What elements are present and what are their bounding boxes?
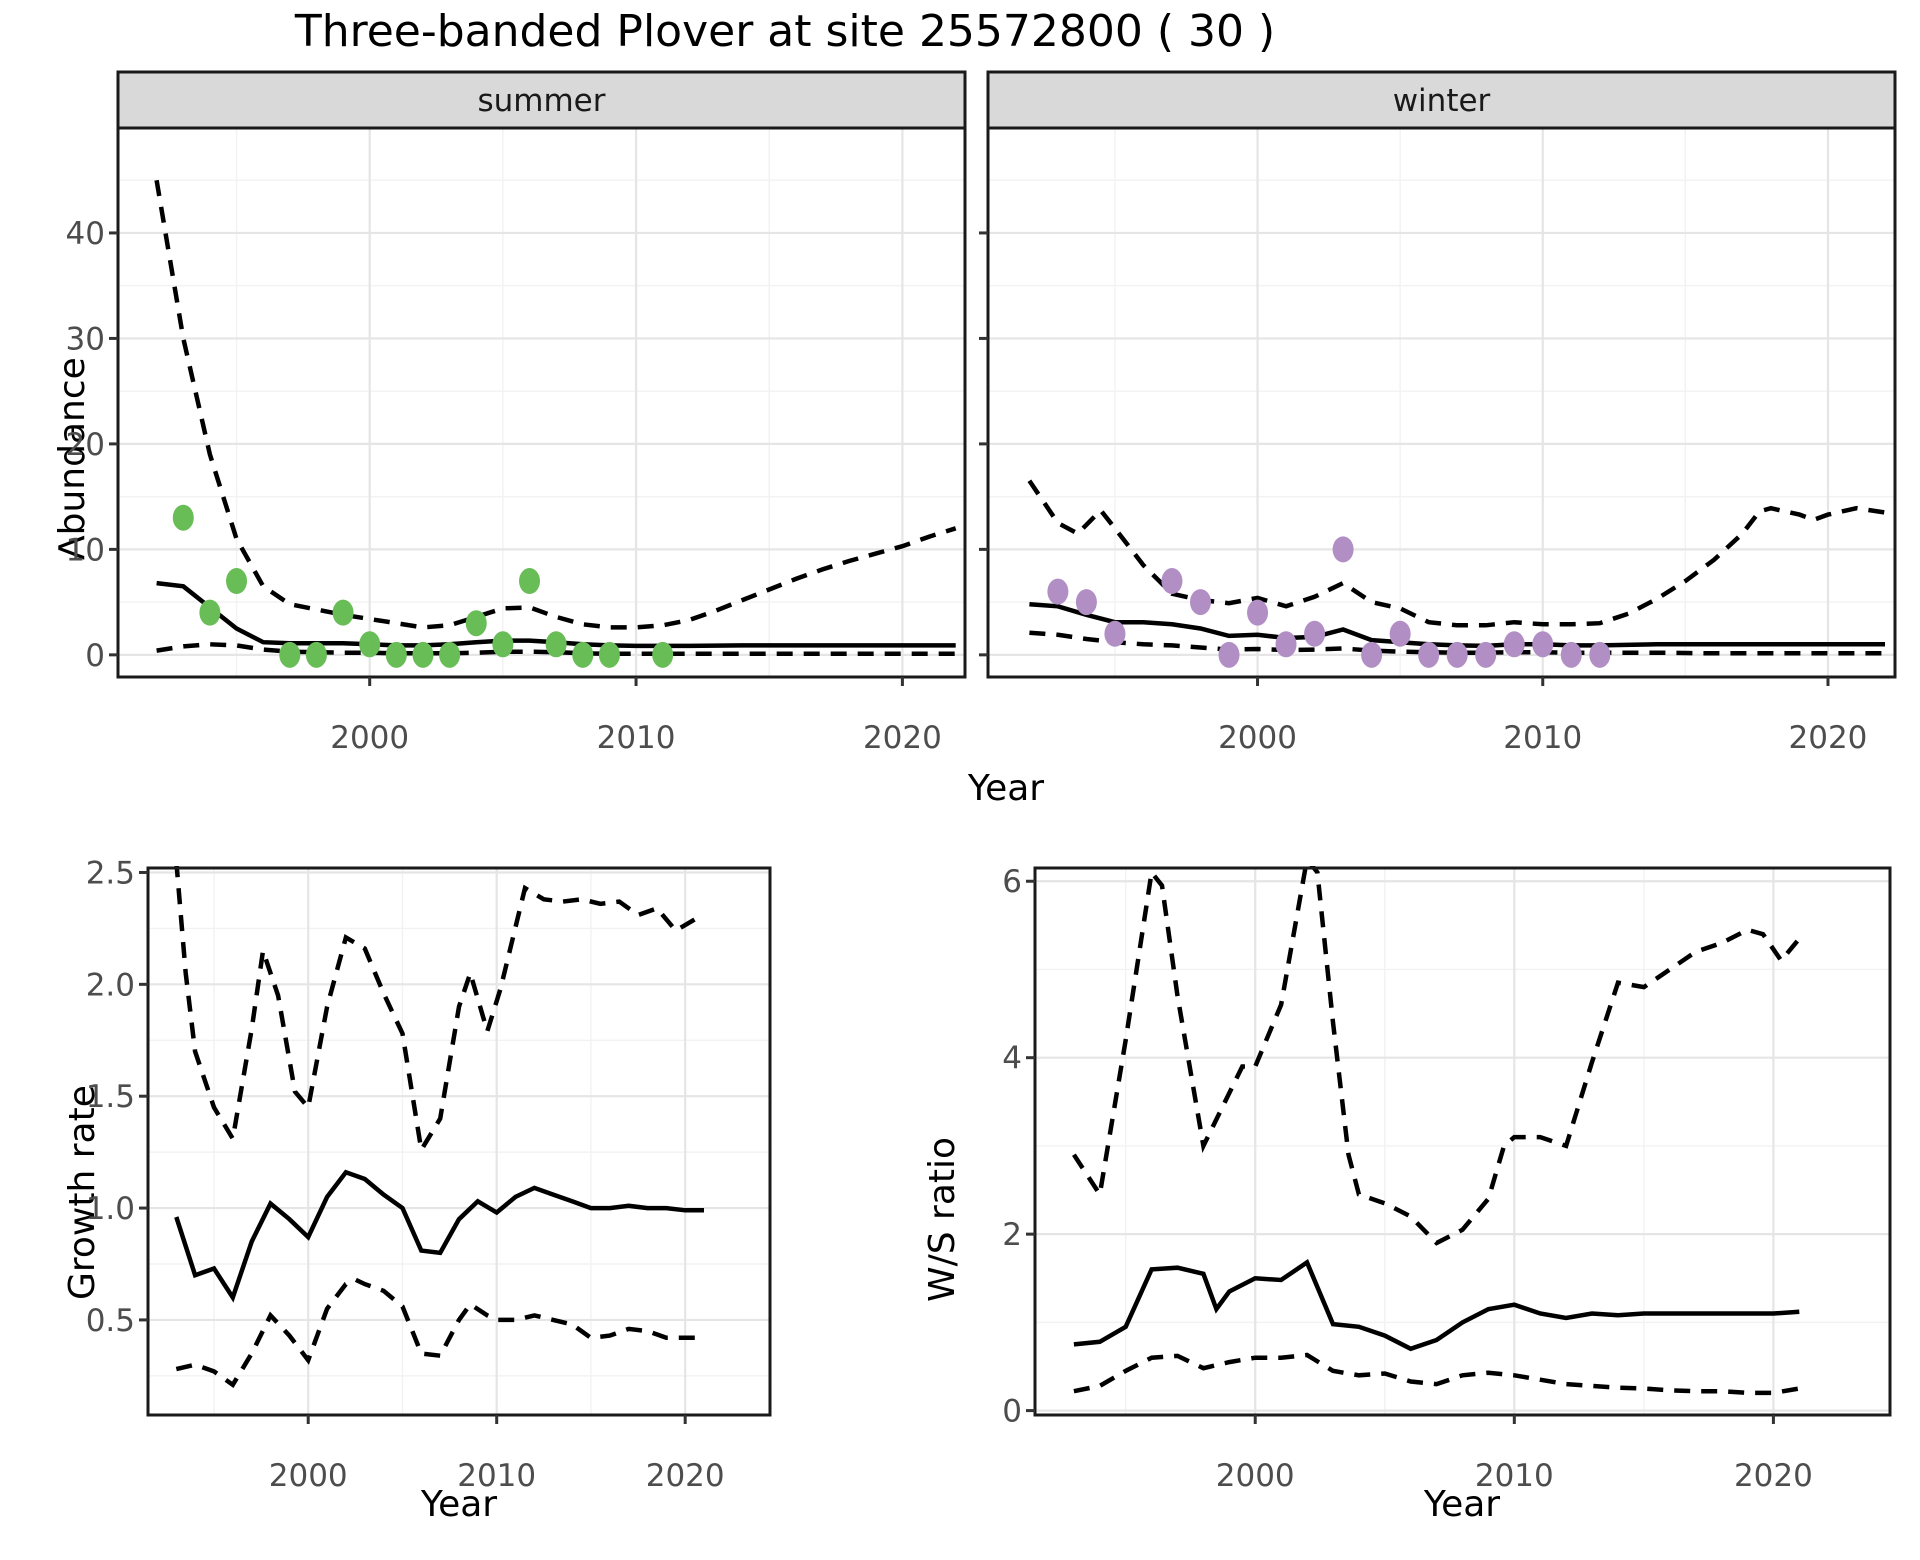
summer-y-tick-label: 30 [66,321,105,357]
summer-y-tick-label: 40 [66,216,105,252]
summer-observed-point [412,641,434,668]
winter-observed-point [1189,589,1211,616]
summer-y-tick-label: 10 [66,532,105,568]
growth_rate-y-tick-label: 1.0 [86,1191,135,1227]
winter-ci-upper-line [1027,479,1886,628]
growth_rate-y-tick-label: 0.5 [86,1303,135,1339]
ws_ratio-panel-border [1033,866,1892,1417]
winter-observed-point [1218,641,1240,668]
summer-observed-point [385,641,407,668]
winter-observed-point [1361,641,1383,668]
winter-observed-point [1332,536,1354,563]
summer-observed-point [519,568,541,595]
summer-facet-strip [116,70,967,130]
growth_rate-x-tick-label: 2020 [646,1458,725,1494]
year-axis-title-top: Year [967,768,1045,809]
summer-observed-point [332,599,354,626]
winter-observed-point [1247,599,1269,626]
summer-observed-point [492,631,514,658]
summer-observed-point [439,641,461,668]
winter-observed-point [1275,631,1297,658]
year-axis-title-growth: Year [420,1484,498,1525]
growth_rate-y-tick-label: 2.5 [86,855,135,891]
winter-observed-point [1047,578,1069,605]
growth_rate-y-tick-label: 1.5 [86,1079,135,1115]
summer-panel-background [118,128,965,677]
ws_ratio-x-tick-label: 2010 [1475,1458,1554,1494]
growth_rate-panel-background [148,868,770,1415]
winter-panel-background [988,128,1895,677]
winter-observed-point [1503,631,1525,658]
winter-observed-point [1304,620,1326,647]
winter-x-tick-label: 2020 [1789,720,1868,756]
summer-observed-point [465,610,487,637]
winter-observed-point [1475,641,1497,668]
winter-observed-point [1389,620,1411,647]
ws_ratio-panel-background [1035,868,1890,1415]
figure-title: Three-banded Plover at site 25572800 ( 3… [294,6,1276,57]
winter-observed-point [1589,641,1611,668]
growth_rate-trend-line [174,1169,704,1303]
winter-trend-line [1029,601,1885,649]
winter-observed-point [1446,641,1468,668]
summer-observed-point [226,568,248,595]
summer-y-tick-label: 20 [66,427,105,463]
summer-observed-point [572,641,594,668]
ws_ratio-x-tick-label: 2020 [1734,1458,1813,1494]
summer-observed-point [545,631,567,658]
summer-observed-point [652,641,674,668]
winter-facet-strip [986,70,1897,130]
winter-ci-lower-line [1029,630,1885,656]
growth_rate-x-tick-label: 2010 [457,1458,536,1494]
year-axis-title-ws: Year [1423,1484,1501,1525]
winter-observed-point [1161,568,1183,595]
summer-facet-strip-label: summer [477,83,605,119]
ws_ratio-y-tick-label: 2 [1002,1217,1022,1253]
summer-y-tick-label: 0 [85,638,105,674]
ws_ratio-y-tick-label: 0 [1002,1394,1022,1430]
summer-observed-point [598,641,620,668]
growth_rate-ci-lower-line [175,1277,704,1389]
summer-ci-lower-line [156,642,956,657]
winter-observed-point [1532,631,1554,658]
winter-x-tick-label: 2010 [1503,720,1582,756]
ws_ratio-y-tick-label: 4 [1002,1041,1022,1077]
growth_rate-panel-border [146,866,772,1417]
ws_ratio-x-tick-label: 2000 [1216,1458,1295,1494]
growth_rate-y-tick-label: 2.0 [86,967,135,1003]
winter-x-tick-label: 2000 [1218,720,1297,756]
winter-observed-point [1104,620,1126,647]
summer-ci-upper-line [154,179,957,630]
ws_ratio-y-tick-label: 6 [1002,864,1022,900]
ws_ratio-ci-lower-line [1073,1352,1800,1396]
winter-facet-strip-label: winter [1393,83,1491,119]
summer-trend-line [156,580,956,649]
summer-observed-point [305,641,327,668]
summer-observed-point [199,599,221,626]
summer-x-tick-label: 2020 [863,720,942,756]
ws_ratio-trend-line [1073,1258,1800,1352]
summer-observed-point [279,641,301,668]
summer-observed-point [172,504,194,531]
growth_rate-ci-upper-line [174,866,705,1157]
summer-x-tick-label: 2000 [330,720,409,756]
growth_rate-x-tick-label: 2000 [269,1458,348,1494]
summer-observed-point [359,631,381,658]
ws_ratio-ci-upper-line [1072,866,1802,1246]
winter-observed-point [1418,641,1440,668]
winter-observed-point [1560,641,1582,668]
winter-observed-point [1075,589,1097,616]
summer-x-tick-label: 2010 [597,720,676,756]
